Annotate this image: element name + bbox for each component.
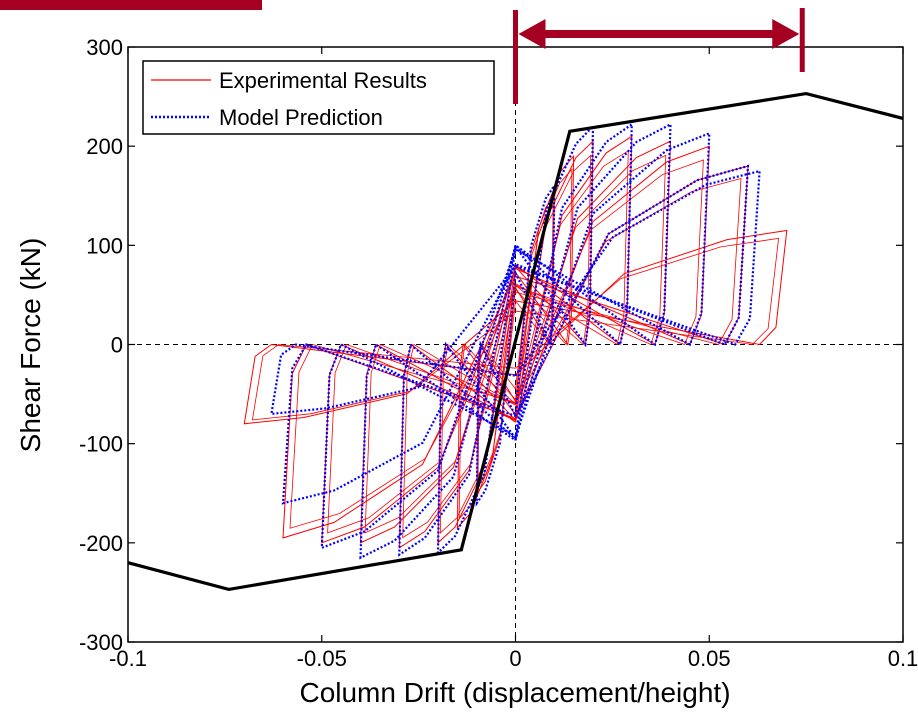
y-tick-label: -300 (79, 630, 123, 655)
header-accent-bar (0, 0, 262, 10)
legend-box (142, 60, 495, 135)
y-tick-label: 100 (86, 233, 123, 258)
range-arrow-head-left (518, 19, 546, 49)
experimental-loop-5 (359, 140, 672, 544)
x-tick-label: 0.1 (888, 646, 918, 671)
y-tick-label: 300 (86, 35, 123, 60)
x-tick-label: -0.05 (297, 646, 347, 671)
x-tick-label: -0.1 (109, 646, 147, 671)
model-loop-7 (270, 169, 761, 416)
model-loop-4 (359, 122, 672, 560)
experimental-loop-8 (243, 229, 788, 425)
experimental-loop-8-repeat (251, 237, 780, 421)
model-loop-2 (436, 123, 595, 556)
experimental-loop-2-repeat (458, 168, 573, 520)
y-tick-label: 0 (111, 333, 123, 358)
model-loop-5 (320, 131, 711, 550)
legend-label-model: Model Prediction (219, 105, 383, 130)
experimental-loop-6-repeat (327, 159, 704, 534)
x-tick-label: 0.05 (688, 646, 731, 671)
y-tick-label: -100 (79, 432, 123, 457)
x-tick-label: 0 (509, 646, 521, 671)
y-tick-label: 200 (86, 134, 123, 159)
model-loop-1 (475, 182, 556, 507)
legend-label-experimental: Experimental Results (219, 68, 427, 93)
y-axis-label: Shear Force (kN) (15, 238, 46, 453)
range-arrow-head-right (772, 19, 800, 49)
model-loop-6 (281, 164, 750, 505)
x-axis-label: Column Drift (displacement/height) (299, 677, 730, 708)
y-tick-label: -200 (79, 531, 123, 556)
backbone-curve (128, 91, 903, 592)
experimental-loop-6 (321, 145, 710, 544)
legend: Experimental Results Model Prediction (142, 60, 495, 135)
